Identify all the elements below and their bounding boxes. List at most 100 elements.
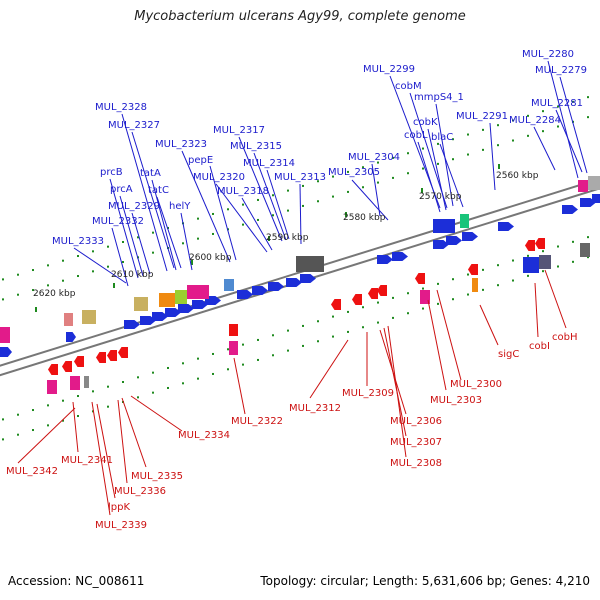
gene-label: mmpS4_1 xyxy=(414,92,464,103)
track-dot xyxy=(92,390,94,393)
kbp-tick-label: 2610 kbp xyxy=(111,270,154,280)
track-dot xyxy=(497,264,499,267)
track-dot xyxy=(182,362,184,365)
gene-label: MUL_2304 xyxy=(348,152,400,163)
track-dot xyxy=(452,158,454,161)
track-dot xyxy=(542,270,544,273)
reverse-gene xyxy=(468,264,478,275)
track-dot xyxy=(482,268,484,271)
track-dot xyxy=(212,232,214,235)
leader-line xyxy=(181,150,231,263)
track-dot xyxy=(497,124,499,127)
forward-gene xyxy=(392,252,408,261)
track-dot xyxy=(557,245,559,248)
map-title: Mycobacterium ulcerans Agy99, complete g… xyxy=(134,9,466,24)
gene-label: MUL_2281 xyxy=(531,98,583,109)
forward-gene xyxy=(178,304,194,313)
leader-line xyxy=(91,401,111,516)
track-dot xyxy=(287,189,289,192)
track-dot xyxy=(272,214,274,217)
track-dot xyxy=(587,116,589,119)
gene-label: MUL_2308 xyxy=(390,458,442,469)
track-dot xyxy=(362,326,364,329)
track-dot xyxy=(287,209,289,212)
leader-line xyxy=(547,60,579,179)
kbp-tick-label: 2600 kbp xyxy=(189,253,232,263)
track-dot xyxy=(407,292,409,295)
leader-line xyxy=(427,128,447,211)
gene-label: MUL_2342 xyxy=(6,466,58,477)
track-dot xyxy=(257,218,259,221)
forward-gene xyxy=(124,320,140,329)
major-tick xyxy=(345,212,347,217)
forward-gene xyxy=(433,240,449,249)
leader-line xyxy=(241,197,273,251)
gene-label: cobM xyxy=(395,81,422,92)
major-tick xyxy=(35,307,37,312)
leader-line xyxy=(121,397,147,468)
track-dot xyxy=(347,310,349,313)
gene-label: MUL_2318 xyxy=(217,186,269,197)
gene-label: MUL_2291 xyxy=(456,111,508,122)
track-dot xyxy=(527,254,529,257)
forward-gene xyxy=(237,290,253,299)
leader-line xyxy=(215,183,268,253)
reverse-gene xyxy=(415,273,425,284)
track-dot xyxy=(512,279,514,282)
track-dot xyxy=(167,386,169,389)
kbp-tick-label: 2590 kbp xyxy=(266,233,309,243)
reverse-gene xyxy=(118,347,128,358)
track-dot xyxy=(182,242,184,245)
track-dot xyxy=(197,217,199,220)
forward-gene xyxy=(152,312,168,321)
leader-line xyxy=(233,357,246,415)
major-tick xyxy=(498,164,500,169)
track-dot xyxy=(377,321,379,324)
track-dot xyxy=(542,250,544,253)
gene-label: cobL xyxy=(404,130,428,141)
track-dot xyxy=(32,409,34,412)
reverse-gene xyxy=(48,364,58,375)
gene-block xyxy=(187,285,209,299)
leader-line xyxy=(555,109,583,173)
track-dot xyxy=(332,315,334,318)
leader-line xyxy=(417,141,441,213)
forward-gene xyxy=(0,347,12,357)
track-dot xyxy=(452,278,454,281)
gene-label: MUL_2335 xyxy=(131,471,183,482)
track-dot xyxy=(17,413,19,416)
gene-label: MUL_2329 xyxy=(108,201,160,212)
track-dot xyxy=(497,284,499,287)
gene-label: MUL_2300 xyxy=(450,379,502,390)
gene-block xyxy=(159,293,175,307)
track-dot xyxy=(257,358,259,361)
track-dot xyxy=(527,274,529,277)
track-dot xyxy=(137,396,139,399)
leader-line xyxy=(371,163,381,217)
gene-block xyxy=(460,214,469,228)
track-dot xyxy=(527,134,529,137)
forward-gene xyxy=(165,308,181,317)
track-dot xyxy=(17,293,19,296)
gene-label: cobH xyxy=(552,332,577,343)
track-dot xyxy=(77,415,79,418)
track-dot xyxy=(302,324,304,327)
track-dot xyxy=(62,259,64,262)
gene-label: prcA xyxy=(110,184,133,195)
gene-label: MUL_2317 xyxy=(213,125,265,136)
gene-label: cobI xyxy=(529,341,550,352)
reverse-gene-labels: sigC cobI cobH MUL_2300 MUL_2303 MUL_230… xyxy=(6,332,577,531)
forward-gene xyxy=(592,194,600,203)
leader-line xyxy=(73,247,127,284)
track-dot xyxy=(197,357,199,360)
gene-label: MUL_2284 xyxy=(509,115,561,126)
track-dot xyxy=(422,167,424,170)
track-dot xyxy=(557,125,559,128)
leader-line xyxy=(111,227,129,287)
track-dot xyxy=(122,260,124,263)
forward-gene-labels: MUL_2280 MUL_2279 MUL_2281 MUL_2284 MUL_… xyxy=(52,49,587,247)
leader-lines xyxy=(17,60,588,516)
forward-gene xyxy=(446,236,462,245)
gene-block xyxy=(229,324,238,336)
